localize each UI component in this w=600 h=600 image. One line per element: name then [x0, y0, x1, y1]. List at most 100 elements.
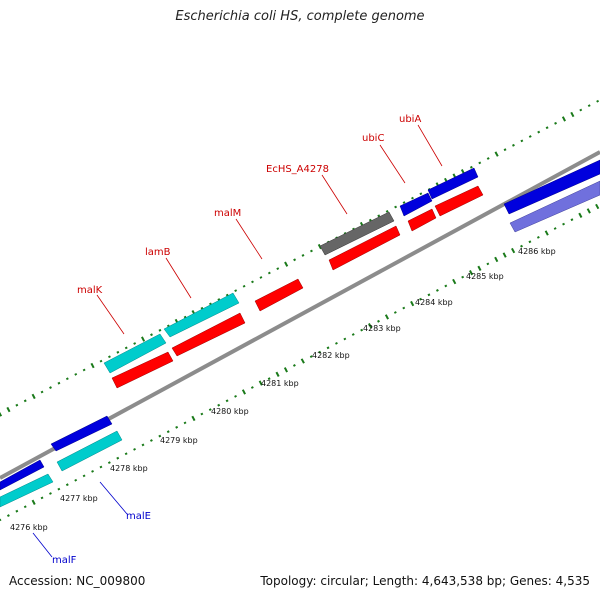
- gc-tick: [107, 461, 111, 464]
- gc-tick: [251, 280, 254, 284]
- gc-tick: [343, 337, 347, 341]
- kbp-label: 4285 kbp: [466, 272, 504, 281]
- feature-block[interactable]: [399, 192, 433, 217]
- feature-track: [0, 159, 600, 508]
- gc-tick: [427, 293, 431, 297]
- leader-malM: [235, 218, 263, 260]
- gc-tick: [241, 389, 246, 395]
- gc-tick: [158, 328, 162, 332]
- gc-tick: [494, 256, 499, 263]
- gc-tick: [283, 367, 288, 373]
- feature-block[interactable]: [503, 159, 600, 215]
- gc-tick: [90, 362, 95, 369]
- gc-tick: [250, 386, 254, 389]
- gc-tick: [74, 372, 78, 376]
- gene-label-ubiA: ubiA: [399, 114, 421, 125]
- leader-malK: [96, 294, 125, 335]
- feature-block[interactable]: [254, 278, 304, 312]
- gc-tick: [57, 381, 61, 385]
- feature-block[interactable]: [171, 312, 246, 357]
- feature-block[interactable]: [56, 430, 123, 472]
- gc-tick: [469, 165, 473, 169]
- gc-tick: [385, 210, 389, 213]
- kbp-scale: 4276 kbp 4277 kbp 4278 kbp 4279 kbp 4280…: [10, 247, 556, 532]
- gc-tick: [259, 276, 263, 279]
- kbp-label: 4281 kbp: [261, 379, 299, 388]
- gc-tick: [23, 399, 27, 403]
- gc-tick: [49, 386, 52, 390]
- feature-block[interactable]: [427, 167, 479, 200]
- gc-tick: [292, 364, 296, 367]
- gc-tick: [99, 465, 103, 469]
- kbp-label: 4276 kbp: [10, 523, 48, 532]
- gc-tick: [544, 230, 549, 236]
- gc-tick: [133, 342, 137, 345]
- gc-tick: [317, 243, 322, 250]
- gc-tick: [284, 261, 289, 267]
- leader-ubiA: [417, 124, 443, 167]
- gc-tick: [310, 249, 313, 253]
- gc-tick: [537, 130, 541, 134]
- feature-block[interactable]: [434, 185, 484, 217]
- gc-tick: [300, 358, 305, 364]
- gc-tick: [478, 161, 482, 165]
- gc-tick: [435, 288, 439, 292]
- feature-block[interactable]: [0, 459, 45, 491]
- feature-block[interactable]: [103, 333, 167, 374]
- feature-block[interactable]: [407, 208, 437, 232]
- feature-block[interactable]: [319, 211, 395, 256]
- gc-tick: [82, 474, 86, 478]
- kbp-label: 4282 kbp: [312, 351, 350, 360]
- feature-block[interactable]: [328, 225, 401, 271]
- gc-tick: [444, 284, 448, 288]
- gc-tick: [267, 271, 271, 275]
- gc-tick: [561, 116, 566, 122]
- gc-tick: [528, 135, 532, 138]
- feature-block[interactable]: [50, 415, 113, 452]
- kbp-label: 4277 kbp: [60, 494, 98, 503]
- kbp-label: 4280 kbp: [211, 407, 249, 416]
- feature-block[interactable]: [509, 180, 600, 233]
- gc-tick: [225, 399, 229, 403]
- feature-block[interactable]: [111, 351, 174, 389]
- gc-tick: [141, 336, 146, 342]
- gc-tick: [99, 359, 103, 363]
- leader-EcHS_A4278: [321, 174, 348, 215]
- gc-tick: [234, 289, 238, 293]
- gc-tick: [40, 390, 44, 394]
- gc-tick: [469, 270, 474, 276]
- gc-tick: [502, 252, 507, 258]
- gc-tick: [553, 227, 557, 230]
- gc-tick: [536, 236, 540, 239]
- gc-tick: [326, 346, 330, 350]
- kbp-label: 4283 kbp: [363, 324, 401, 333]
- gc-tick: [545, 126, 549, 130]
- gc-tick: [520, 244, 523, 248]
- gc-tick: [74, 478, 78, 482]
- gc-tick: [150, 333, 153, 337]
- gc-skew-ticks-inner: [0, 203, 600, 522]
- feature-block[interactable]: [163, 292, 240, 338]
- gc-tick: [384, 314, 389, 320]
- gc-tick: [82, 368, 86, 372]
- gc-tick: [351, 333, 355, 336]
- kbp-label: 4284 kbp: [415, 298, 453, 307]
- kbp-label: 4279 kbp: [160, 436, 198, 445]
- feature-block[interactable]: [0, 473, 54, 508]
- gc-tick: [579, 108, 583, 112]
- kbp-label: 4286 kbp: [518, 247, 556, 256]
- gc-tick: [15, 509, 19, 513]
- gc-tick: [116, 456, 120, 460]
- gene-label-malE: malE: [126, 511, 151, 522]
- gc-tick: [234, 394, 237, 398]
- accession-label: Accession: NC_009800: [9, 574, 146, 588]
- gc-tick: [377, 319, 380, 323]
- gc-tick: [335, 341, 338, 345]
- gc-tick: [15, 403, 19, 407]
- gc-tick: [301, 253, 305, 257]
- gc-tick: [393, 311, 397, 314]
- gc-tick: [31, 499, 36, 505]
- gc-tick: [596, 99, 600, 103]
- gc-tick: [65, 483, 69, 487]
